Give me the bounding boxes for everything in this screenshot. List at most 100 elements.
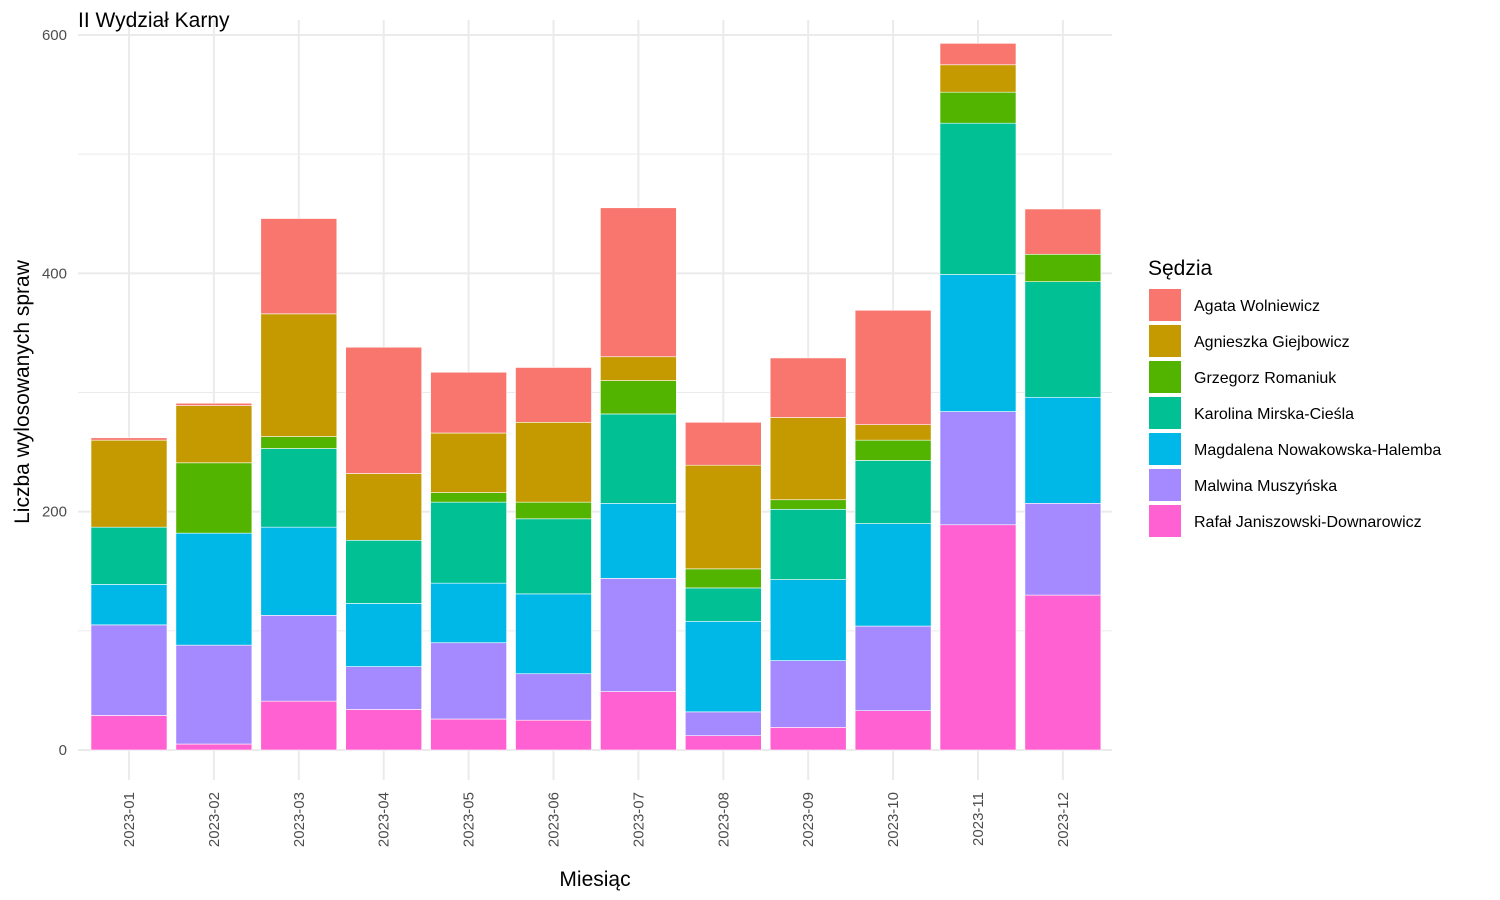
legend-label: Magdalena Nowakowska-Halemba	[1194, 442, 1441, 459]
bar-segment	[600, 207, 677, 358]
bar-segment	[430, 642, 507, 720]
bar-segment	[260, 615, 338, 702]
bar-segment	[260, 313, 338, 437]
bar-segment	[345, 473, 423, 541]
bar-segment	[769, 579, 847, 661]
legend-swatch	[1149, 289, 1181, 321]
x-tick-label: 2023-08	[715, 792, 732, 847]
bar-segment	[175, 743, 253, 751]
bar-segment	[260, 526, 338, 616]
bar-segment	[430, 582, 507, 644]
bar-segment	[90, 584, 168, 626]
bar-segment	[854, 309, 932, 425]
legend-label: Grzegorz Romaniuk	[1194, 370, 1337, 387]
bar-segment	[684, 421, 762, 466]
y-axis-title: Liczba wylosowanych spraw	[11, 259, 34, 524]
bar-segment	[854, 625, 932, 711]
bar-segment	[430, 371, 507, 434]
bar-segment	[600, 380, 677, 415]
bar-segment	[939, 122, 1017, 275]
chart-title: II Wydział Karny	[78, 9, 230, 32]
bar-segment	[90, 715, 168, 751]
bar-segment	[90, 624, 168, 716]
bar-segment	[600, 503, 677, 579]
x-axis-title: Miesiąc	[559, 868, 630, 891]
bar-segment	[515, 518, 592, 595]
bar-segment	[854, 710, 932, 751]
bar-segment	[1024, 396, 1102, 504]
bar-segment	[90, 437, 168, 441]
y-axis-ticks: 0 200 400 600	[42, 27, 67, 759]
bar-segment	[260, 436, 338, 449]
bar-segment	[430, 492, 507, 503]
bar-segment	[260, 700, 338, 751]
legend-swatch	[1149, 397, 1181, 429]
bar-segment	[684, 735, 762, 751]
bar-segment	[769, 660, 847, 728]
bar-segment	[939, 64, 1017, 93]
bar-segment	[175, 402, 253, 406]
bar-segment	[939, 91, 1017, 124]
bar-segment	[1024, 208, 1102, 255]
x-tick-label: 2023-11	[970, 792, 987, 846]
legend: Sędzia Agata Wolniewicz Agnieszka Giejbow…	[1148, 257, 1441, 537]
legend-swatch	[1149, 469, 1181, 501]
bar-segment	[769, 357, 847, 418]
bar-segment	[684, 568, 762, 589]
bar-segment	[939, 411, 1017, 526]
bar-segment	[854, 424, 932, 441]
bar-segment	[1024, 281, 1102, 398]
x-tick-label: 2023-03	[291, 792, 308, 847]
bar-segment	[1024, 594, 1102, 751]
legend-swatch	[1149, 325, 1181, 357]
bar-segment	[769, 499, 847, 510]
bar-segment	[345, 603, 423, 667]
bar-segment	[175, 532, 253, 646]
legend-label: Malwina Muszyńska	[1194, 478, 1337, 495]
bar-segment	[430, 501, 507, 584]
bar-segment	[90, 439, 168, 528]
bar-segment	[260, 448, 338, 528]
legend-label: Rafał Janiszowski-Downarowicz	[1194, 514, 1422, 531]
x-tick-label: 2023-12	[1055, 792, 1072, 847]
bar-segment	[684, 587, 762, 622]
bar-segment	[600, 356, 677, 381]
y-tick-label: 0	[59, 742, 67, 759]
bar-segment	[769, 417, 847, 501]
bar-segment	[175, 462, 253, 534]
bar-segment	[260, 218, 338, 315]
bar-segment	[345, 539, 423, 604]
bar-segment	[600, 691, 677, 751]
bar-segment	[684, 464, 762, 570]
bar-segment	[600, 578, 677, 692]
legend-label: Agnieszka Giejbowicz	[1194, 334, 1350, 351]
x-tick-label: 2023-02	[206, 792, 223, 847]
bar-segment	[769, 508, 847, 580]
x-tick-label: 2023-10	[885, 792, 902, 847]
bar-segment	[515, 719, 592, 751]
bar-segment	[175, 644, 253, 745]
legend-swatch	[1149, 361, 1181, 393]
bar-segment	[684, 711, 762, 736]
bar-segment	[515, 421, 592, 503]
bar-segment	[515, 673, 592, 721]
bars	[90, 43, 1102, 751]
x-tick-label: 2023-01	[121, 792, 138, 847]
bar-segment	[600, 413, 677, 504]
legend-label: Karolina Mirska-Cieśla	[1194, 406, 1354, 423]
bar-segment	[854, 523, 932, 627]
bar-segment	[515, 367, 592, 423]
bar-segment	[1024, 253, 1102, 282]
bar-segment	[939, 524, 1017, 751]
legend-swatch	[1149, 505, 1181, 537]
legend-label: Agata Wolniewicz	[1194, 298, 1320, 315]
x-tick-label: 2023-06	[546, 792, 563, 847]
x-tick-label: 2023-09	[800, 792, 817, 847]
bar-segment	[769, 727, 847, 751]
bar-segment	[939, 43, 1017, 66]
bar-segment	[345, 709, 423, 751]
bar-segment	[939, 274, 1017, 412]
bar-segment	[345, 346, 423, 474]
bar-segment	[345, 666, 423, 710]
x-axis-ticks: 2023-01 2023-02 2023-03 2023-04 2023-05 2023-…	[121, 792, 1072, 847]
